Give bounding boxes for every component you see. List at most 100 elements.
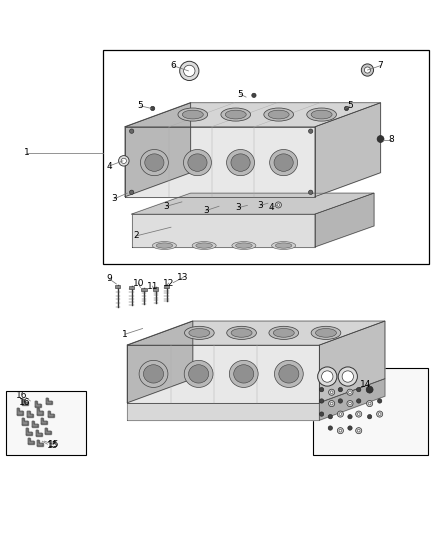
Circle shape <box>357 430 360 432</box>
Ellipse shape <box>231 154 250 171</box>
Circle shape <box>318 367 337 386</box>
Circle shape <box>180 61 199 80</box>
Circle shape <box>319 399 324 403</box>
Ellipse shape <box>272 241 296 249</box>
Polygon shape <box>21 418 28 425</box>
Ellipse shape <box>152 241 177 249</box>
Circle shape <box>150 106 155 111</box>
Polygon shape <box>17 408 23 415</box>
Circle shape <box>130 129 134 133</box>
Circle shape <box>378 399 382 403</box>
Text: 4: 4 <box>106 161 112 171</box>
Polygon shape <box>41 417 47 424</box>
Ellipse shape <box>144 365 163 383</box>
Circle shape <box>328 415 332 419</box>
Polygon shape <box>27 410 33 417</box>
Circle shape <box>377 411 383 417</box>
Text: 5: 5 <box>347 101 353 110</box>
Circle shape <box>357 387 361 392</box>
Circle shape <box>357 399 361 403</box>
Circle shape <box>308 190 313 195</box>
Bar <box>6 391 86 455</box>
Polygon shape <box>21 399 28 405</box>
Ellipse shape <box>184 326 214 340</box>
Ellipse shape <box>226 149 254 176</box>
Ellipse shape <box>274 154 293 171</box>
Polygon shape <box>319 379 385 420</box>
Circle shape <box>337 427 343 434</box>
Ellipse shape <box>184 360 213 387</box>
Ellipse shape <box>273 328 294 337</box>
Text: 3: 3 <box>203 206 209 215</box>
Ellipse shape <box>189 365 208 383</box>
Ellipse shape <box>141 149 168 176</box>
Circle shape <box>121 158 127 164</box>
Polygon shape <box>48 410 54 417</box>
Polygon shape <box>125 103 191 197</box>
Circle shape <box>348 415 352 419</box>
Circle shape <box>252 93 256 98</box>
Circle shape <box>349 402 351 405</box>
Circle shape <box>377 135 384 142</box>
Polygon shape <box>125 127 315 197</box>
Circle shape <box>330 391 333 393</box>
Circle shape <box>347 389 353 395</box>
Polygon shape <box>35 401 41 407</box>
Circle shape <box>356 411 362 417</box>
Polygon shape <box>125 103 381 127</box>
Circle shape <box>367 400 373 407</box>
Polygon shape <box>45 427 51 434</box>
Circle shape <box>339 413 342 415</box>
Polygon shape <box>319 321 385 403</box>
Circle shape <box>366 386 373 393</box>
Text: 1: 1 <box>122 330 128 338</box>
Text: 13: 13 <box>177 273 189 282</box>
Text: 12: 12 <box>163 279 174 288</box>
Text: 3: 3 <box>111 195 117 203</box>
Ellipse shape <box>184 149 212 176</box>
Circle shape <box>184 65 195 77</box>
Circle shape <box>361 64 374 76</box>
Circle shape <box>338 399 343 403</box>
Text: 3: 3 <box>236 203 241 212</box>
Text: 6: 6 <box>170 61 176 70</box>
Polygon shape <box>36 430 42 437</box>
Ellipse shape <box>139 360 168 387</box>
Polygon shape <box>127 321 385 345</box>
Bar <box>115 285 120 288</box>
Circle shape <box>277 204 280 206</box>
Bar <box>141 288 147 291</box>
Text: 4: 4 <box>268 203 274 212</box>
Text: 3: 3 <box>164 202 170 211</box>
Ellipse shape <box>221 108 251 121</box>
Ellipse shape <box>196 243 212 248</box>
Text: 7: 7 <box>378 61 383 70</box>
Ellipse shape <box>178 108 208 121</box>
Circle shape <box>337 411 343 417</box>
Text: 5: 5 <box>237 90 243 99</box>
Polygon shape <box>315 103 381 197</box>
Ellipse shape <box>232 241 256 249</box>
Ellipse shape <box>311 326 341 340</box>
Ellipse shape <box>231 328 252 337</box>
Text: 14: 14 <box>360 380 371 389</box>
Bar <box>103 51 428 264</box>
Circle shape <box>321 371 333 382</box>
Ellipse shape <box>156 243 173 248</box>
Polygon shape <box>127 321 193 403</box>
Text: 16: 16 <box>19 398 31 407</box>
Ellipse shape <box>275 360 303 387</box>
Ellipse shape <box>234 365 254 383</box>
Text: 1: 1 <box>24 149 30 157</box>
Circle shape <box>338 367 357 386</box>
Polygon shape <box>315 193 374 247</box>
Polygon shape <box>127 345 319 403</box>
Polygon shape <box>26 429 32 434</box>
Circle shape <box>378 413 381 415</box>
Ellipse shape <box>270 149 297 176</box>
Ellipse shape <box>192 241 216 249</box>
Text: 2: 2 <box>133 231 139 240</box>
Polygon shape <box>32 421 38 427</box>
Circle shape <box>308 129 313 133</box>
Circle shape <box>328 389 335 395</box>
